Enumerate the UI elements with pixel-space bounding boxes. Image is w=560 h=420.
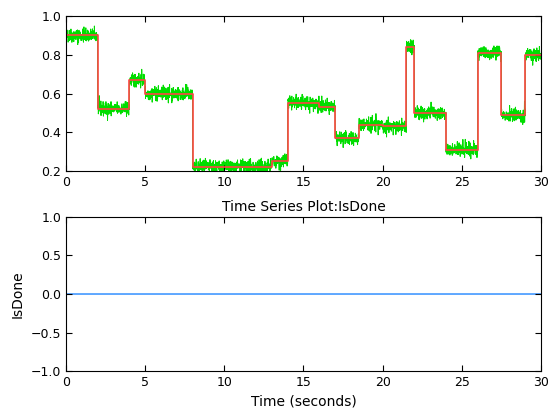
Y-axis label: IsDone: IsDone <box>11 270 25 318</box>
Title: Time Series Plot:IsDone: Time Series Plot:IsDone <box>222 200 385 214</box>
X-axis label: Time (seconds): Time (seconds) <box>251 395 356 409</box>
